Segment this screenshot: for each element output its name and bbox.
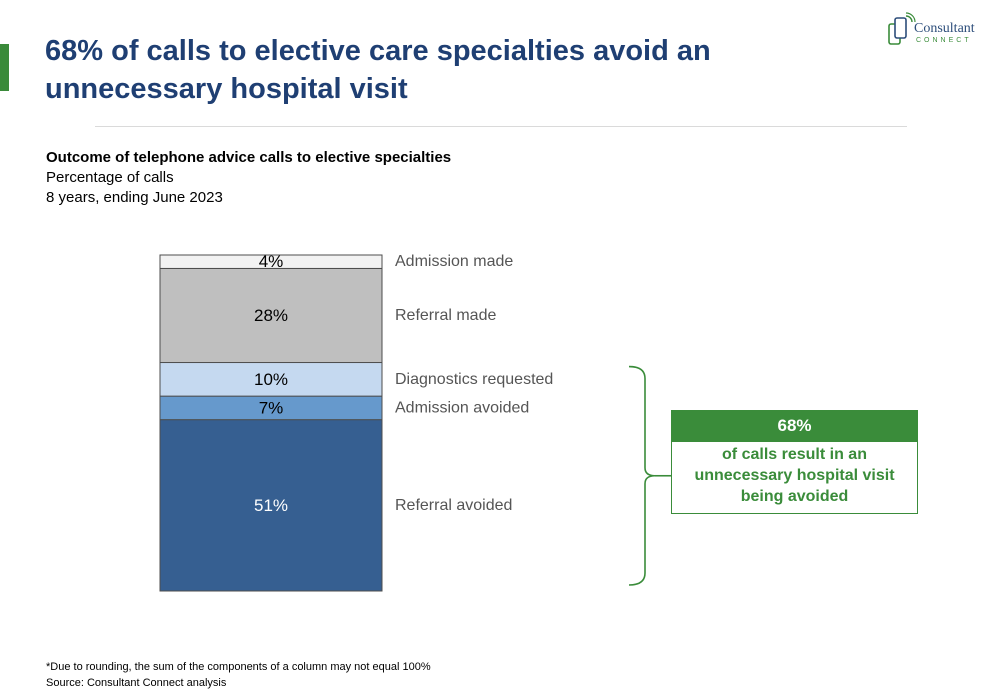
data-label-referral-made: 28% [254, 306, 288, 325]
consultant-connect-logo: Consultant CONNECT [886, 12, 986, 48]
source-note: Source: Consultant Connect analysis [46, 677, 227, 689]
logo-name: Consultant [914, 21, 975, 36]
callout-text: of calls result in an unnecessary hospit… [671, 442, 918, 514]
bracket [628, 365, 656, 586]
divider [95, 126, 907, 127]
series-label-referral-made: Referral made [395, 307, 496, 324]
data-label-referral-avoided: 51% [254, 496, 288, 515]
bar-segment-referral-made [159, 267, 383, 364]
chart-period: 8 years, ending June 2023 [46, 189, 223, 206]
callout-value: 68% [671, 410, 918, 442]
series-label-referral-avoided: Referral avoided [395, 497, 512, 514]
logo-subtitle: CONNECT [916, 37, 972, 44]
page-title: 68% of calls to elective care specialtie… [45, 35, 711, 105]
series-label-diagnostics-requested: Diagnostics requested [395, 371, 553, 388]
chart-title: Outcome of telephone advice calls to ele… [46, 149, 452, 166]
data-label-diagnostics-requested: 10% [254, 370, 288, 389]
bar-segment-referral-avoided [159, 419, 383, 592]
accent-bar [0, 44, 9, 91]
data-label-admission-avoided: 7% [259, 398, 284, 417]
series-label-admission-made: Admission made [395, 253, 513, 270]
phone-icon [888, 12, 916, 45]
bar-segment-diagnostics-requested [159, 362, 383, 397]
chart-subtitle: Percentage of calls [46, 169, 174, 186]
series-label-admission-avoided: Admission avoided [395, 399, 529, 416]
data-label-admission-made: 4% [259, 252, 284, 271]
bar-segment-admission-made [159, 254, 383, 269]
footnote: *Due to rounding, the sum of the compone… [46, 661, 431, 673]
